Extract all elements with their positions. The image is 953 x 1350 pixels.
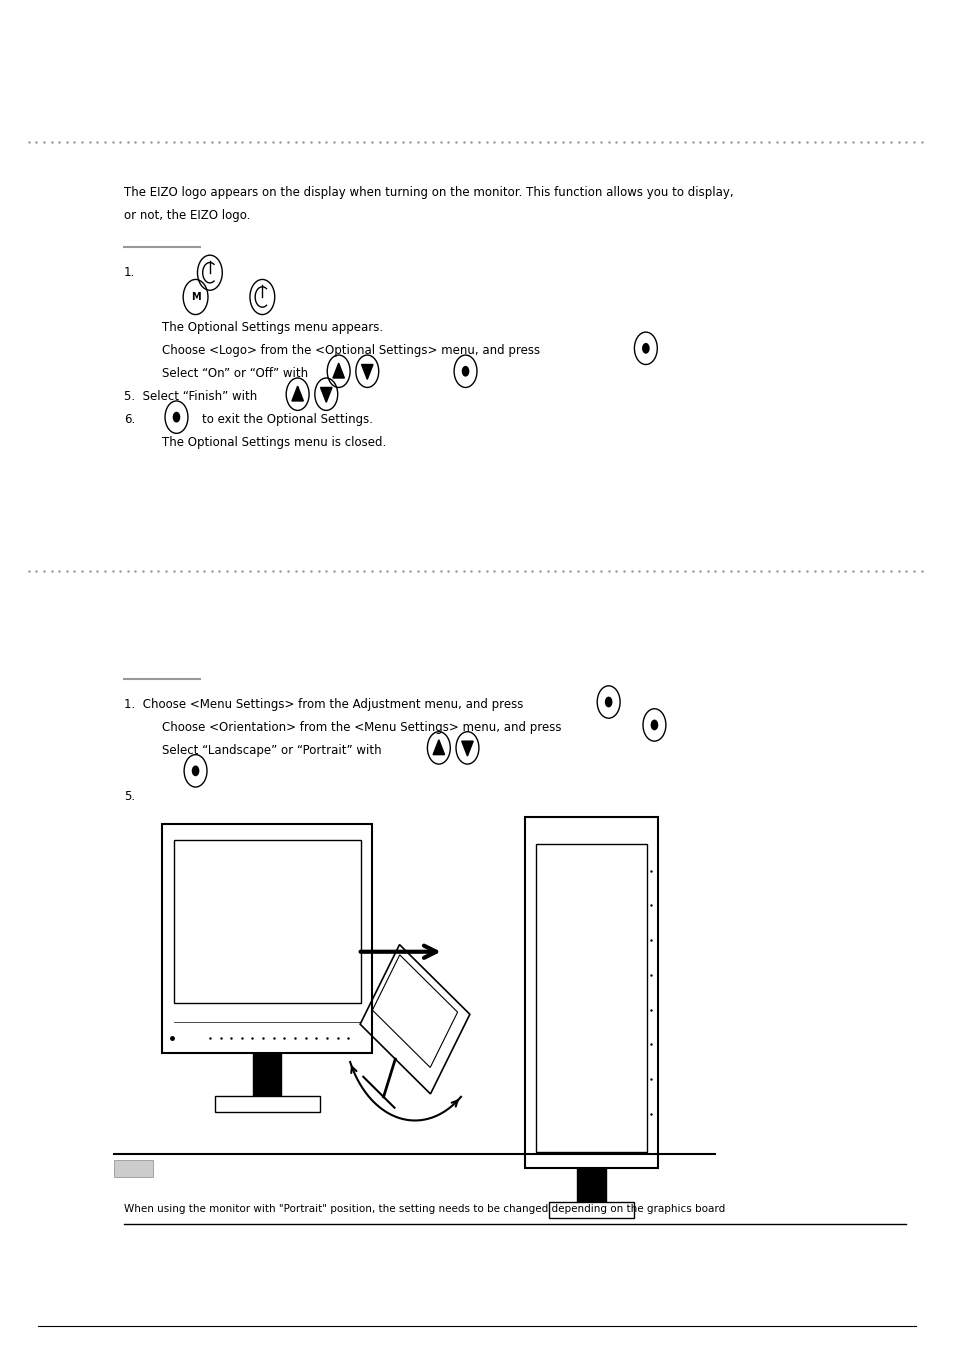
FancyBboxPatch shape (173, 840, 360, 1003)
Text: 5.  Select “Finish” with: 5. Select “Finish” with (124, 390, 257, 404)
FancyBboxPatch shape (536, 844, 646, 1152)
Circle shape (192, 765, 199, 776)
Polygon shape (361, 364, 373, 379)
Circle shape (650, 720, 658, 730)
FancyBboxPatch shape (577, 1168, 605, 1202)
Text: Choose <Logo> from the <Optional Settings> menu, and press: Choose <Logo> from the <Optional Setting… (162, 344, 539, 358)
Text: 5.: 5. (124, 790, 135, 803)
Text: to exit the Optional Settings.: to exit the Optional Settings. (202, 413, 373, 427)
Circle shape (461, 366, 469, 377)
FancyBboxPatch shape (114, 1160, 152, 1177)
Text: The EIZO logo appears on the display when turning on the monitor. This function : The EIZO logo appears on the display whe… (124, 186, 733, 200)
Polygon shape (461, 741, 473, 756)
FancyBboxPatch shape (162, 824, 372, 1053)
Circle shape (172, 412, 180, 423)
Text: M: M (191, 292, 200, 302)
FancyBboxPatch shape (253, 1053, 281, 1096)
Text: Choose <Orientation> from the <Menu Settings> menu, and press: Choose <Orientation> from the <Menu Sett… (162, 721, 561, 734)
Circle shape (641, 343, 649, 354)
Polygon shape (433, 740, 444, 755)
FancyBboxPatch shape (524, 817, 658, 1168)
Polygon shape (333, 363, 344, 378)
Polygon shape (292, 386, 303, 401)
Text: The Optional Settings menu appears.: The Optional Settings menu appears. (162, 321, 383, 335)
Text: 6.: 6. (124, 413, 135, 427)
Text: Select “Landscape” or “Portrait” with: Select “Landscape” or “Portrait” with (162, 744, 381, 757)
Text: or not, the EIZO logo.: or not, the EIZO logo. (124, 209, 250, 223)
FancyBboxPatch shape (214, 1096, 319, 1112)
Circle shape (604, 697, 612, 707)
Text: When using the monitor with "Portrait" position, the setting needs to be changed: When using the monitor with "Portrait" p… (124, 1204, 724, 1214)
Text: 1.: 1. (124, 266, 135, 279)
Polygon shape (320, 387, 332, 402)
Text: The Optional Settings menu is closed.: The Optional Settings menu is closed. (162, 436, 386, 450)
FancyBboxPatch shape (548, 1202, 634, 1218)
Text: Select “On” or “Off” with: Select “On” or “Off” with (162, 367, 308, 381)
Text: 1.  Choose <Menu Settings> from the Adjustment menu, and press: 1. Choose <Menu Settings> from the Adjus… (124, 698, 523, 711)
